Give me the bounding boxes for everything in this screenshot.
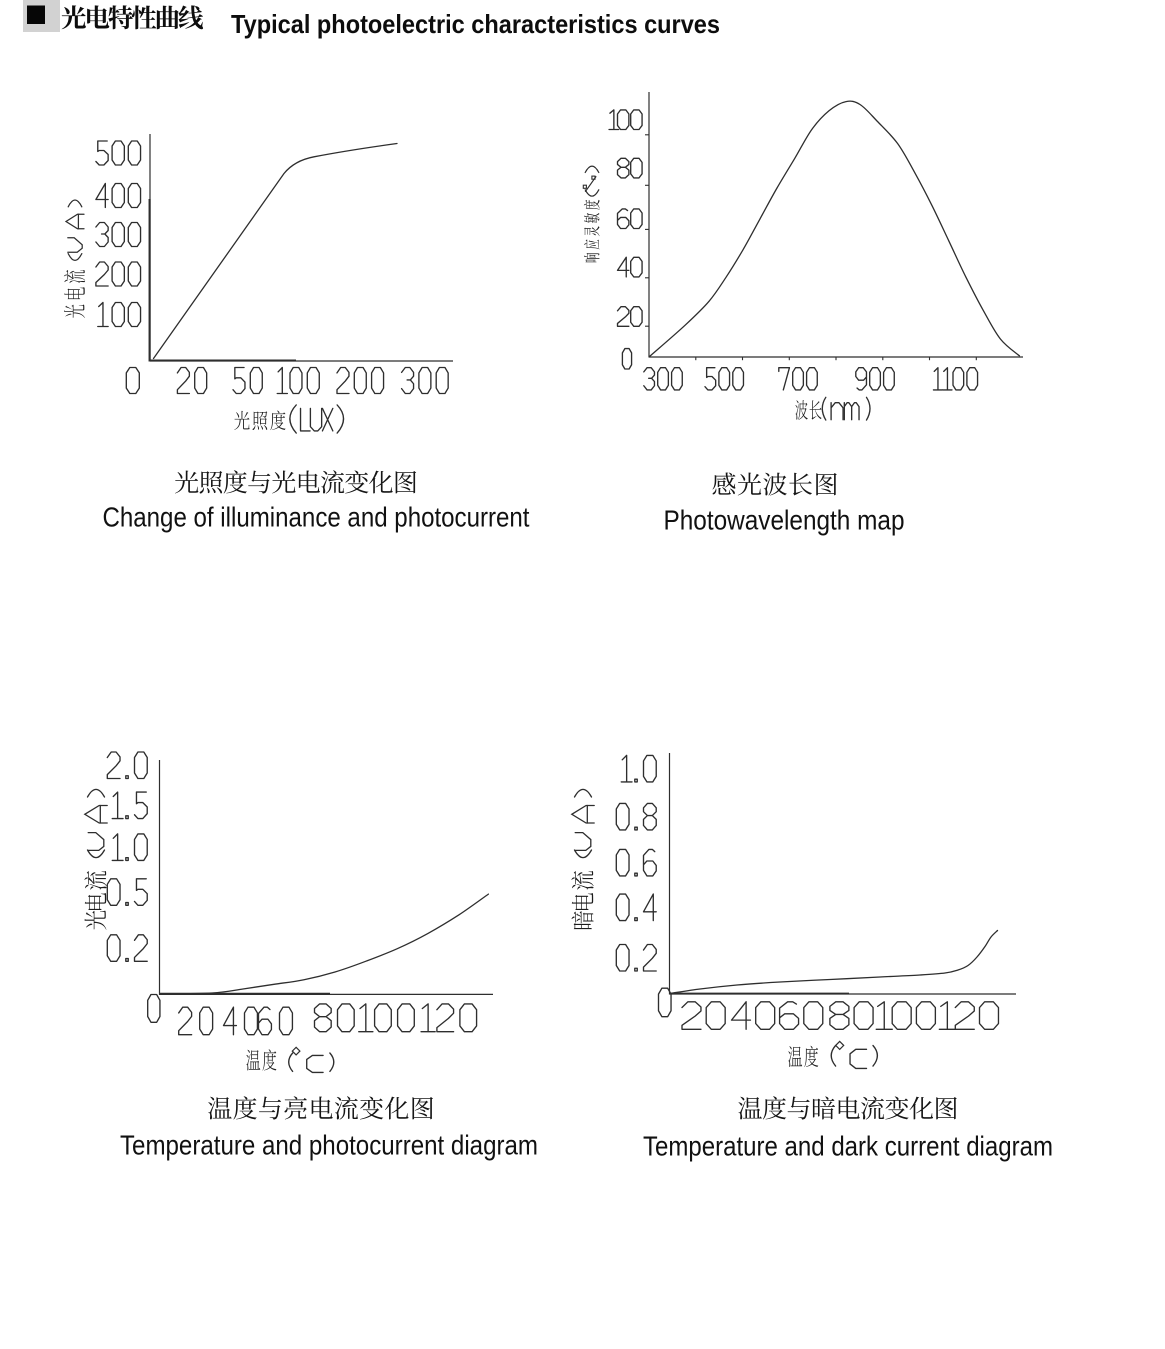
svg-text:Change of illuminance and phot: Change of illuminance and photocurrent (103, 502, 530, 533)
svg-text:Temperature and dark current d: Temperature and dark current diagram (643, 1131, 1053, 1162)
svg-text:Photowavelength map: Photowavelength map (664, 505, 905, 536)
svg-text:Temperature and photocurrent d: Temperature and photocurrent diagram (120, 1130, 538, 1161)
svg-text:Typical photoelectric characte: Typical photoelectric characteristics cu… (231, 9, 720, 39)
